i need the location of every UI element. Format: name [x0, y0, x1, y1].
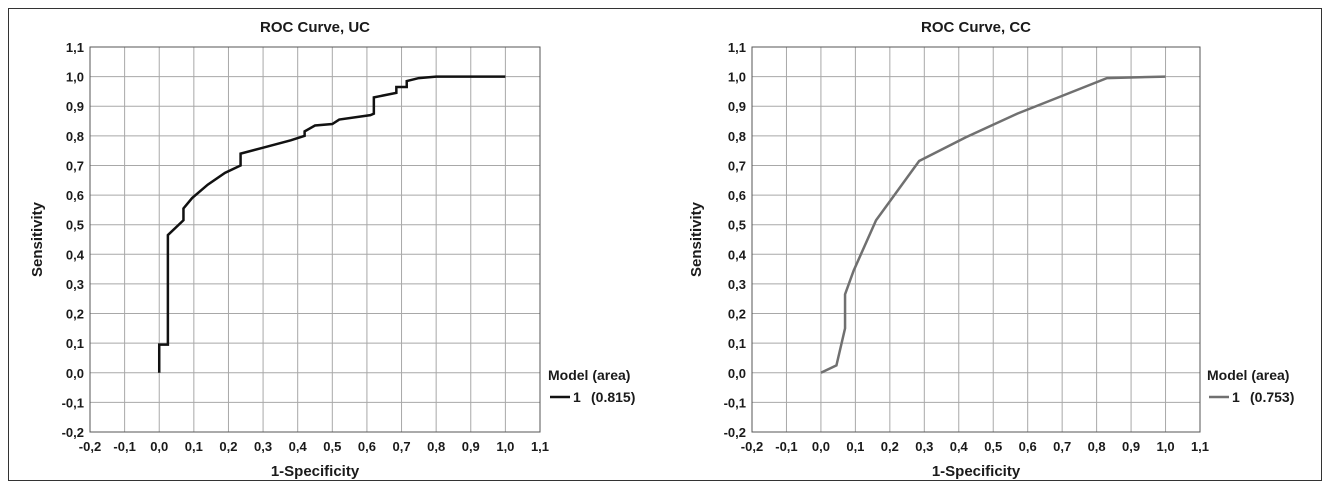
x-tick-label: -0,1 — [775, 439, 797, 454]
x-tick-label: 1,1 — [531, 439, 549, 454]
x-tick-label: 0,8 — [1088, 439, 1106, 454]
y-tick-label: 0,3 — [66, 277, 84, 292]
y-tick-label: 1,1 — [728, 40, 746, 55]
y-tick-label: 0,6 — [728, 188, 746, 203]
y-tick-label: 0,3 — [728, 277, 746, 292]
y-tick-label: 0,5 — [66, 218, 84, 233]
x-tick-label: 0,9 — [1122, 439, 1140, 454]
x-tick-label: 0,9 — [462, 439, 480, 454]
x-tick-label: 1,0 — [496, 439, 514, 454]
y-tick-label: -0,2 — [62, 425, 84, 440]
y-tick-label: 0,5 — [728, 218, 746, 233]
legend-title: Model (area) — [1207, 367, 1289, 383]
x-tick-label: 0,4 — [950, 439, 969, 454]
y-tick-label: 0,8 — [66, 129, 84, 144]
x-tick-label: 0,1 — [185, 439, 203, 454]
y-tick-label: 0,0 — [728, 366, 746, 381]
x-tick-label: 0,2 — [219, 439, 237, 454]
y-tick-label: 0,4 — [66, 247, 85, 262]
x-tick-label: 0,0 — [812, 439, 830, 454]
x-tick-label: -0,2 — [79, 439, 101, 454]
x-tick-label: 1,0 — [1156, 439, 1174, 454]
y-tick-label: -0,2 — [724, 425, 746, 440]
y-tick-label: 0,8 — [728, 129, 746, 144]
y-axis-label: Sensitivity — [688, 201, 705, 277]
x-tick-label: 0,5 — [984, 439, 1002, 454]
figure-frame — [8, 8, 1322, 481]
y-tick-label: 0,1 — [66, 336, 84, 351]
roc-curve-line — [820, 75, 1166, 374]
legend-series-name: 1 — [1232, 389, 1240, 405]
plot-area-border — [751, 46, 1201, 433]
chart-title: ROC Curve, CC — [921, 19, 1031, 36]
y-tick-label: 1,1 — [66, 40, 84, 55]
x-tick-label: 0,5 — [323, 439, 341, 454]
x-axis-label: 1-Specificity — [271, 463, 360, 480]
x-tick-label: 0,4 — [289, 439, 308, 454]
y-tick-label: 1,0 — [66, 70, 84, 85]
y-tick-label: 0,6 — [66, 188, 84, 203]
y-tick-label: -0,1 — [62, 395, 84, 410]
y-tick-label: 0,9 — [728, 99, 746, 114]
x-axis-label: 1-Specificity — [932, 463, 1021, 480]
y-tick-label: -0,1 — [724, 395, 746, 410]
y-tick-label: 0,4 — [728, 247, 747, 262]
x-tick-label: 0,6 — [358, 439, 376, 454]
x-tick-label: 0,1 — [846, 439, 864, 454]
legend-title: Model (area) — [548, 367, 630, 383]
x-tick-label: 0,7 — [392, 439, 410, 454]
y-tick-label: 0,9 — [66, 99, 84, 114]
x-tick-label: 0,0 — [150, 439, 168, 454]
y-tick-label: 0,2 — [66, 307, 84, 322]
legend-series-name: 1 — [573, 389, 581, 405]
legend-area-value: (0.753) — [1250, 389, 1294, 405]
x-tick-label: -0,2 — [741, 439, 763, 454]
roc-curve-line — [157, 75, 506, 373]
y-tick-label: 0,2 — [728, 307, 746, 322]
x-tick-label: -0,1 — [113, 439, 135, 454]
chart-2: -0,2-0,2 -0,1 -0,1 0,0 0,0 0,1 0,1 0,2 0,2 0,3 0,3… — [688, 19, 1294, 480]
x-tick-label: 0,2 — [881, 439, 899, 454]
chart-1: -0,2-0,2 -0,1 -0,1 0,0 0,0 0,1 0,1 0,2 0,2 0,3 0,3… — [29, 19, 635, 480]
legend-area-value: (0.815) — [591, 389, 635, 405]
y-tick-label: 1,0 — [728, 70, 746, 85]
chart-title: ROC Curve, UC — [260, 19, 370, 36]
y-axis-label: Sensitivity — [29, 201, 46, 277]
x-tick-label: 1,1 — [1191, 439, 1209, 454]
x-tick-label: 0,3 — [254, 439, 272, 454]
y-tick-label: 0,7 — [66, 158, 84, 173]
plot-area-border — [89, 46, 541, 433]
x-tick-label: 0,6 — [1019, 439, 1037, 454]
x-tick-label: 0,3 — [915, 439, 933, 454]
x-tick-label: 0,8 — [427, 439, 445, 454]
x-tick-label: 0,7 — [1053, 439, 1071, 454]
y-tick-label: 0,0 — [66, 366, 84, 381]
y-tick-label: 0,7 — [728, 158, 746, 173]
y-tick-label: 0,1 — [728, 336, 746, 351]
